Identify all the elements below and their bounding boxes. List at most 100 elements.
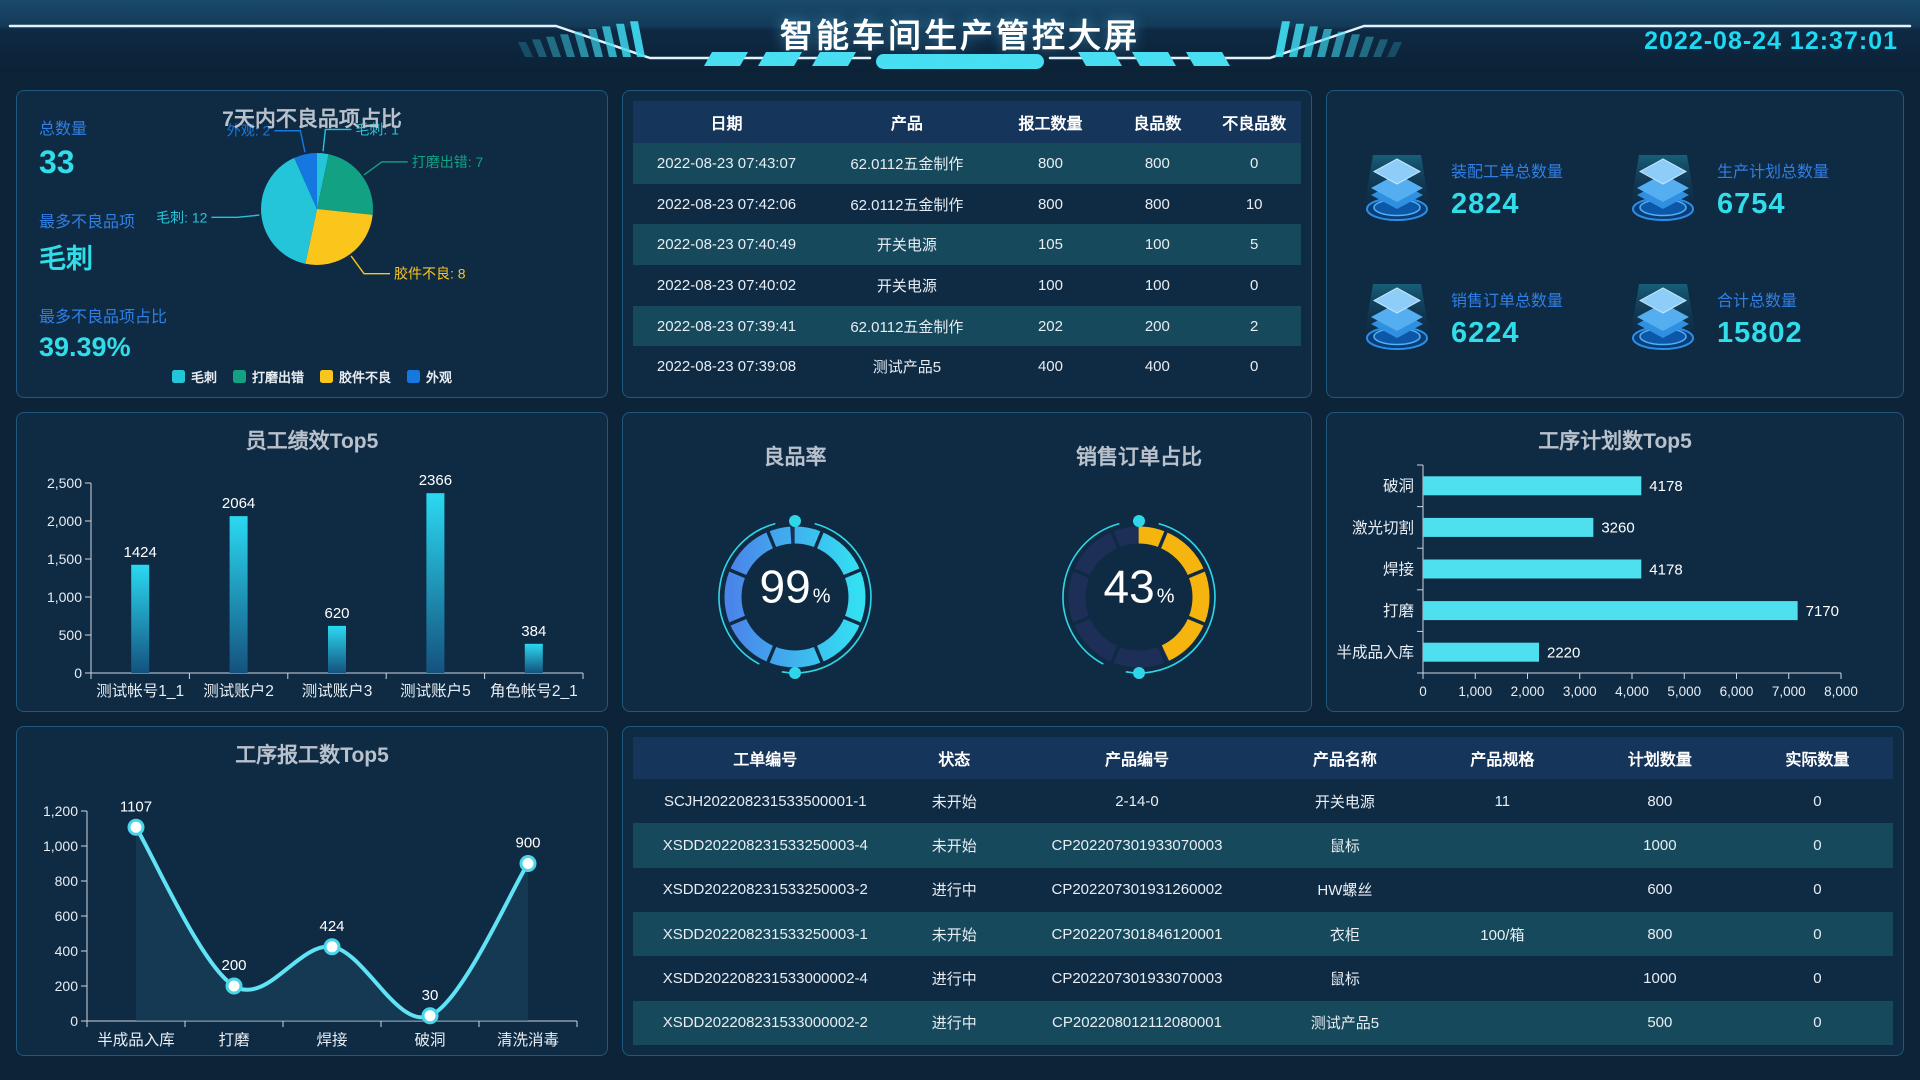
x-tick-label: 7,000 — [1772, 684, 1806, 699]
x-category-label: 清洗消毒 — [497, 1031, 559, 1049]
table-cell: 100 — [1144, 236, 1170, 254]
gauge-deco-arc — [718, 522, 776, 665]
pie-label-line — [211, 214, 260, 219]
pie-slice — [294, 153, 317, 209]
stack-icon — [1631, 154, 1695, 221]
table-cell: XSDD202208231533000002-2 — [662, 1014, 868, 1032]
summary-card: 销售订单总数量 6224 — [1357, 254, 1623, 383]
bar — [1423, 642, 1539, 662]
pie-label: 打磨出错: 7 — [412, 154, 484, 170]
sales-gauge-block: 销售订单占比 43% — [967, 413, 1311, 711]
column-header: 产品规格 — [1470, 752, 1535, 769]
table-row: 2022-08-23 07:42:06 62.0112五金制作 800 800 10 — [633, 184, 1301, 225]
defect-panel-title: 7天内不良品项占比 — [222, 108, 402, 131]
gauge-dot — [1133, 515, 1145, 527]
table-cell: 600 — [1647, 881, 1673, 899]
pie-slice — [317, 154, 373, 215]
table-cell: 62.0112五金制作 — [850, 155, 964, 173]
gauge-value: 99% — [760, 561, 831, 613]
table-cell: 1000 — [1643, 836, 1677, 854]
table-cell: 0 — [1813, 836, 1822, 854]
legend-item: 胶件不良 — [320, 367, 391, 386]
bar — [524, 643, 543, 673]
staff-bar-panel: 员工绩效Top5 0 500 1,000 1,500 2,000 2,500 1424 测试帐… — [16, 412, 608, 712]
table-cell: CP202207301933070003 — [1051, 969, 1223, 987]
table-cell: 2 — [1250, 317, 1259, 335]
table-cell: 0 — [1250, 276, 1259, 294]
table-cell: CP202207301933070003 — [1051, 836, 1223, 854]
legend-label: 打磨出错 — [251, 370, 304, 385]
bar-value-label: 3260 — [1601, 520, 1634, 537]
stat-value: 33 — [39, 144, 75, 180]
table-row: XSDD202208231533000002-2 进行中 CP20220801211… — [633, 1000, 1893, 1045]
x-category-label: 测试账户5 — [400, 682, 471, 700]
summary-card-text: 销售订单总数量 6224 — [1451, 287, 1563, 350]
summary-card-label: 销售订单总数量 — [1451, 293, 1564, 310]
table-cell: 400 — [1037, 358, 1063, 376]
table-cell: 未开始 — [931, 793, 977, 811]
x-category-label: 测试账户3 — [302, 682, 373, 700]
table-cell: 开关电源 — [1314, 793, 1375, 811]
hbar-chart-svg: 0 1,000 2,000 3,000 4,000 5,000 6,000 7,000 8,00… — [1336, 464, 1858, 699]
table-cell: 800 — [1144, 195, 1170, 213]
table-header-row: 日期 产品 报工数量 良品数 不良品数 — [633, 101, 1301, 143]
table-cell: 开关电源 — [876, 237, 937, 255]
table-cell: 105 — [1037, 236, 1063, 254]
table-row: 2022-08-23 07:43:07 62.0112五金制作 800 800 0 — [633, 143, 1301, 184]
x-tick-label: 6,000 — [1720, 684, 1754, 699]
bar — [1423, 476, 1642, 496]
table-cell: 400 — [1144, 358, 1170, 376]
point-value-label: 1107 — [120, 798, 152, 815]
summary-card-label: 装配工单总数量 — [1451, 164, 1564, 181]
pie-slice — [317, 153, 329, 209]
table-cell: 进行中 — [931, 970, 977, 988]
column-header: 状态 — [938, 752, 971, 769]
stat-top-defect-ratio: 最多不良品项占比 39.39% — [39, 303, 199, 363]
table-cell: 开关电源 — [876, 277, 937, 295]
summary-card-value: 2824 — [1451, 188, 1520, 220]
table-cell: 100 — [1144, 276, 1170, 294]
y-tick-label: 0 — [74, 665, 82, 681]
table-cell: 2022-08-23 07:39:08 — [656, 358, 797, 376]
data-point — [225, 977, 243, 995]
summary-card: 合计总数量 15802 — [1623, 254, 1889, 383]
summary-card-value: 15802 — [1717, 317, 1803, 349]
table-cell: 202 — [1037, 317, 1063, 335]
header: 智能车间生产管控大屏 2022-08-24 12:37:01 — [0, 0, 1920, 72]
legend-item: 外观 — [407, 367, 452, 386]
table-row: 2022-08-23 07:40:49 开关电源 105 100 5 — [633, 224, 1301, 266]
bar — [328, 625, 346, 673]
legend-swatch — [320, 370, 333, 383]
gauge-dot — [789, 515, 801, 527]
staff-bar-chart: 0 500 1,000 1,500 2,000 2,500 1424 测试帐号1_1 2064 测… — [27, 457, 597, 711]
x-category-label: 角色帐号2_1 — [490, 682, 578, 700]
table-cell: 2022-08-23 07:39:41 — [656, 317, 797, 335]
gauge-dot — [789, 667, 801, 679]
y-tick-label: 2,500 — [47, 475, 82, 491]
legend-label: 外观 — [426, 370, 453, 385]
x-category-label: 半成品入库 — [97, 1031, 175, 1049]
stack-icon — [1365, 154, 1429, 221]
report-line-title: 工序报工数Top5 — [235, 744, 389, 767]
table-cell: 进行中 — [931, 1015, 977, 1033]
table-cell: 800 — [1037, 195, 1063, 213]
table-row: 2022-08-23 07:40:02 开关电源 100 100 0 — [633, 265, 1301, 306]
summary-cards: 装配工单总数量 2824 生产计划总数量 6754 销售订单总数量 6224 合… — [1357, 125, 1889, 383]
report-line-chart: 0 200 400 600 800 1,000 1,200 1107 半成品入库 200 打磨 424… — [27, 775, 597, 1055]
table-cell: 100/箱 — [1480, 926, 1525, 944]
column-header: 不良品数 — [1222, 116, 1287, 133]
table-cell: 500 — [1647, 1014, 1673, 1032]
table-row: SCJH202208231533500001-1 未开始 2-14-0 开关电源 11 8… — [633, 779, 1893, 823]
pie-slice — [305, 209, 373, 265]
gauge-progress — [724, 526, 866, 668]
table-row: XSDD202208231533250003-4 未开始 CP20220730193… — [633, 823, 1893, 868]
gauge-svg: 99% — [718, 515, 872, 679]
table-cell: 测试产品5 — [872, 359, 942, 377]
legend-swatch — [232, 370, 246, 383]
plan-hbar-chart: 0 1,000 2,000 3,000 4,000 5,000 6,000 7,000 8,00… — [1336, 457, 1893, 711]
table-cell: CP202207301931260002 — [1051, 881, 1223, 899]
point-value-label: 30 — [422, 987, 439, 1004]
gauge-progress — [1068, 526, 1210, 668]
summary-card: 生产计划总数量 6754 — [1623, 125, 1889, 254]
